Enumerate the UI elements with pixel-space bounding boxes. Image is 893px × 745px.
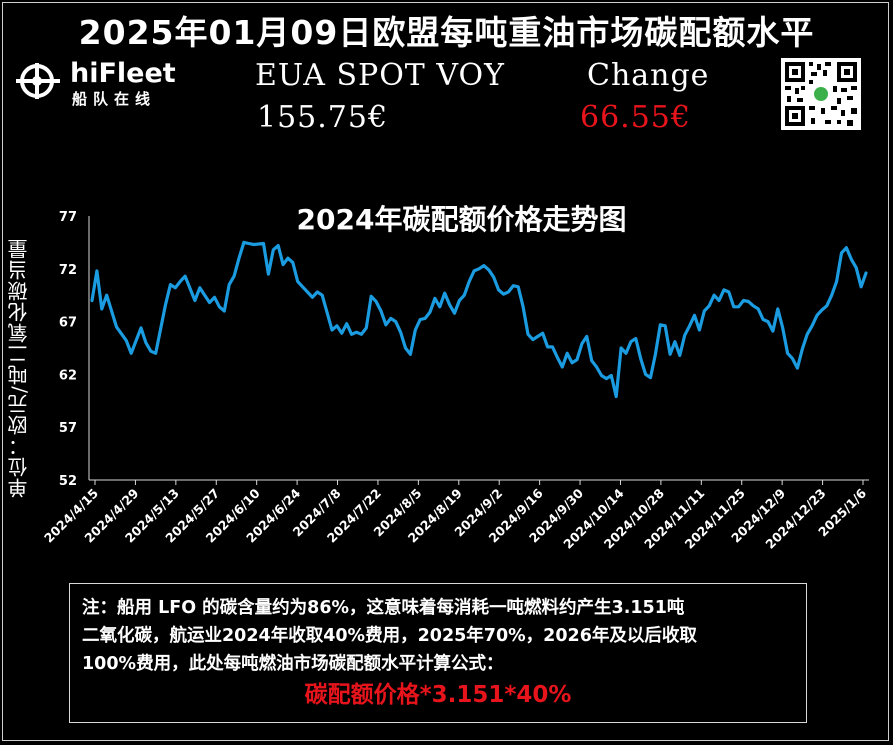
logo-name: hiFleet — [70, 58, 176, 89]
note-line-3: 100%费用，此处每吨燃油市场碳配额水平计算公式： — [82, 654, 504, 674]
change-label: Change — [587, 58, 710, 93]
note-box: 注：船用 LFO 的碳含量约为86%，这意味着每消耗一吨燃料约产生3.151吨 … — [69, 583, 807, 723]
note-formula: 碳配额价格*3.151*40% — [304, 682, 572, 708]
spot-label: EUA SPOT VOY — [255, 58, 505, 93]
y-tick-label: 52 — [59, 474, 77, 489]
logo-subtitle: 船队在线 — [72, 90, 157, 108]
ship-wheel-logo-icon — [16, 63, 60, 99]
y-tick-label: 67 — [59, 316, 77, 331]
y-tick-label: 57 — [59, 421, 77, 436]
y-tick-label: 72 — [59, 263, 77, 278]
note-line-1: 注：船用 LFO 的碳含量约为86%，这意味着每消耗一吨燃料约产生3.151吨 — [82, 598, 685, 618]
spot-value: 155.75€ — [257, 100, 389, 135]
hifleet-logo: hiFleet 船队在线 — [14, 58, 176, 108]
change-value: 66.55€ — [580, 100, 691, 135]
chart-title: 2024年碳配额价格走势图 — [296, 203, 627, 236]
page-title: 2025年01月09日欧盟每吨重油市场碳配额水平 — [78, 13, 815, 52]
y-tick-label: 77 — [59, 210, 77, 225]
y-tick-label: 62 — [59, 368, 77, 383]
note-line-2: 二氧化碳，航运业2024年收取40%费用，2025年70%，2026年及以后收取 — [82, 626, 697, 646]
qr-code-icon — [781, 58, 861, 130]
price-series-line — [90, 240, 868, 399]
